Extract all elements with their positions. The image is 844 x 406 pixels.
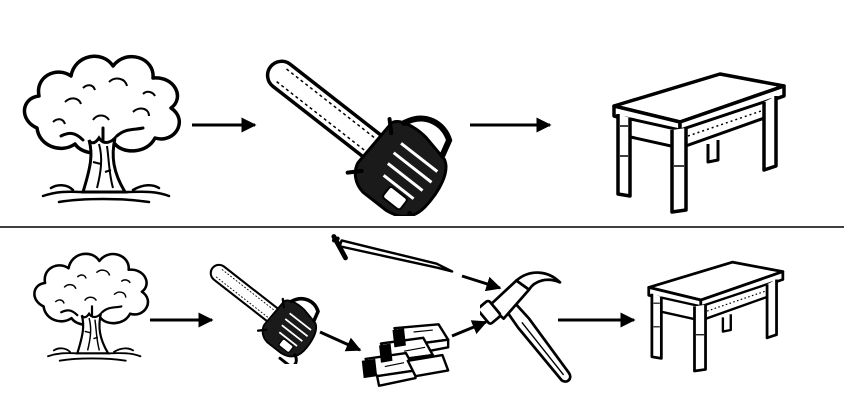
nail-icon: [334, 237, 452, 272]
chainsaw-icon: [240, 21, 472, 235]
top-row: [22, 21, 786, 235]
lumber-pile-icon: [360, 323, 450, 388]
arrow: [461, 274, 502, 292]
arrow: [451, 320, 488, 338]
tree-icon: [33, 252, 150, 362]
tree-icon: [22, 54, 182, 204]
chainsaw-icon: [194, 241, 331, 368]
table-icon: [647, 260, 785, 373]
table-icon: [612, 72, 786, 214]
arrow: [319, 330, 362, 352]
bottom-row: [33, 237, 785, 388]
hammer-icon: [480, 271, 572, 383]
